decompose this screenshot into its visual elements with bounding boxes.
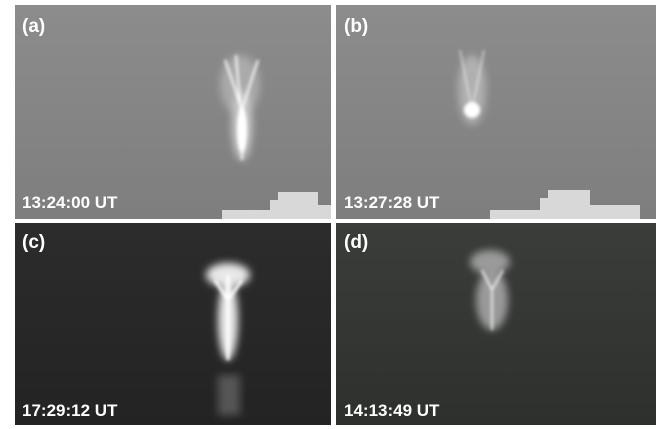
panel-label: (d) (344, 232, 368, 253)
timestamp: 13:24:00 UT (22, 193, 118, 212)
timestamp: 17:29:12 UT (22, 401, 118, 420)
panel-label: (b) (344, 16, 368, 37)
panel-c: (c) 17:29:12 UT (15, 223, 331, 425)
timestamp: 13:27:28 UT (344, 193, 440, 212)
panel-a: (a) 13:24:00 UT (15, 5, 331, 219)
panel-d: (d) 14:13:49 UT (336, 223, 656, 425)
panel-b: (b) 13:27:28 UT (336, 5, 656, 219)
panel-label: (a) (22, 16, 45, 37)
figure: (a) 13:24:00 UT (b) 13:27:28 UT (c) 17:2… (0, 0, 662, 429)
panel-label: (c) (22, 232, 45, 253)
timestamp: 14:13:49 UT (344, 401, 440, 420)
